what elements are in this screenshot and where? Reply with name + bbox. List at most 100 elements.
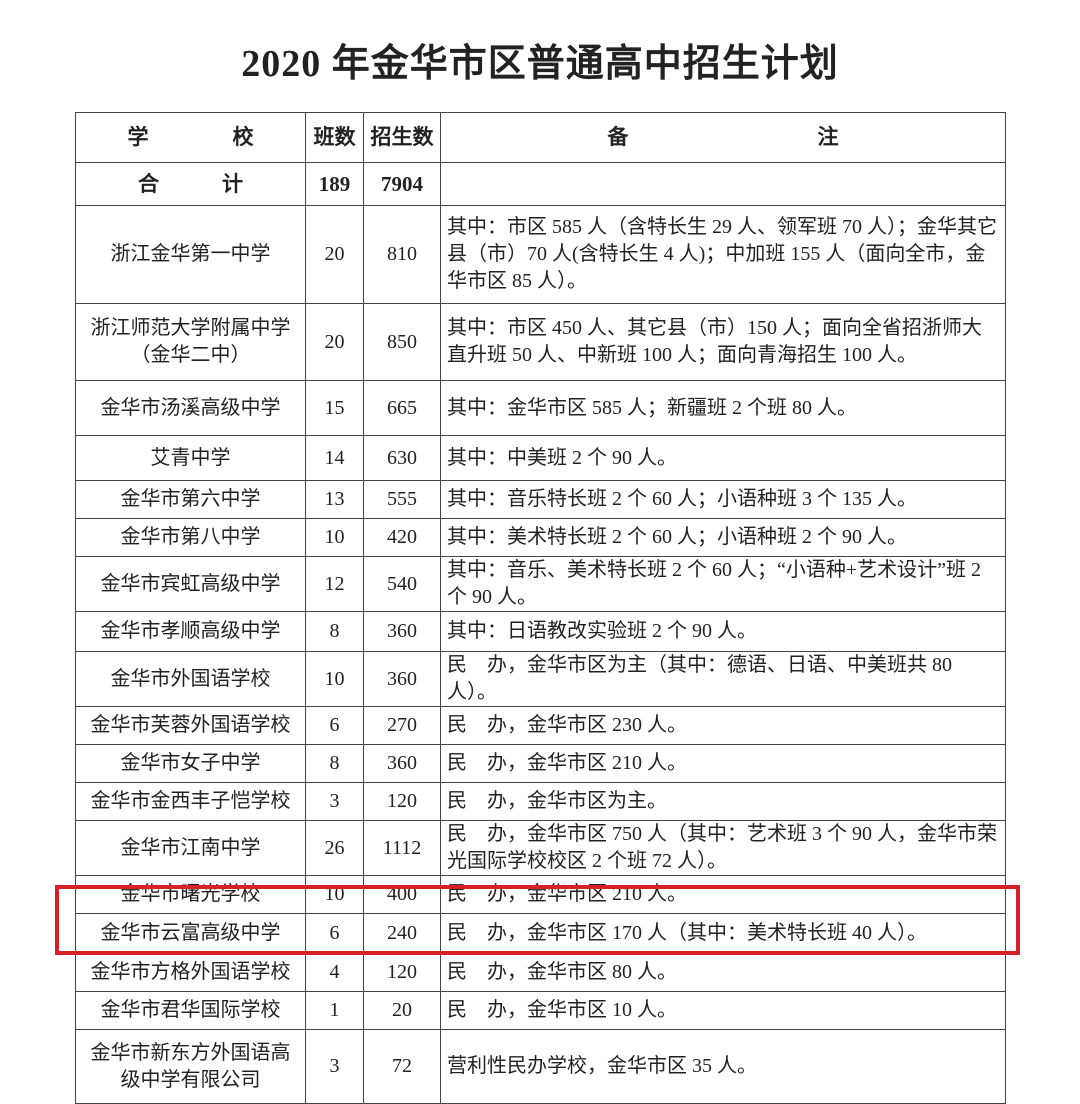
cell-school: 金华市云富高级中学 (75, 913, 306, 954)
table-row: 金华市金西丰子恺学校 3 120 民 办，金华市区为主。 (75, 782, 1006, 821)
table-row: 金华市外国语学校 10 360 民 办，金华市区为主（其中：德语、日语、中美班共 80… (75, 651, 1006, 707)
cell-notes: 民 办，金华市区为主。 (440, 782, 1006, 821)
cell-school: 艾青中学 (75, 435, 306, 481)
cell-notes: 其中：音乐特长班 2 个 60 人；小语种班 3 个 135 人。 (440, 480, 1006, 519)
cell-classes: 14 (305, 435, 364, 481)
page-title: 2020 年金华市区普通高中招生计划 (241, 43, 839, 85)
cell-enrollment: 360 (363, 611, 441, 652)
cell-notes: 其中：美术特长班 2 个 60 人；小语种班 2 个 90 人。 (440, 518, 1006, 557)
cell-school: 金华市芙蓉外国语学校 (75, 706, 306, 745)
table-row: 金华市云富高级中学 6 240 民 办，金华市区 170 人（其中：美术特长班 40 … (75, 913, 1006, 954)
cell-classes: 10 (305, 875, 364, 914)
table-row: 金华市新东方外国语高级中学有限公司 3 72 营利性民办学校，金华市区 35 人。 (75, 1029, 1006, 1104)
cell-classes: 6 (305, 706, 364, 745)
table-row: 浙江师范大学附属中学（金华二中） 20 850 其中：市区 450 人、其它县（市）1… (75, 303, 1006, 381)
cell-school: 金华市宾虹高级中学 (75, 556, 306, 612)
cell-enrollment: 540 (363, 556, 441, 612)
cell-classes: 12 (305, 556, 364, 612)
table-row: 金华市宾虹高级中学 12 540 其中：音乐、美术特长班 2 个 60 人；“小语种+… (75, 556, 1006, 612)
cell-enrollment: 420 (363, 518, 441, 557)
table-row: 金华市第八中学 10 420 其中：美术特长班 2 个 60 人；小语种班 2 个 9… (75, 518, 1006, 557)
cell-notes: 民 办，金华市区 210 人。 (440, 744, 1006, 783)
cell-school: 金华市方格外国语学校 (75, 953, 306, 992)
cell-classes: 8 (305, 611, 364, 652)
cell-classes: 6 (305, 913, 364, 954)
cell-notes: 民 办，金华市区 210 人。 (440, 875, 1006, 914)
table-row: 金华市第六中学 13 555 其中：音乐特长班 2 个 60 人；小语种班 3 个 1… (75, 480, 1006, 519)
table-row: 金华市汤溪高级中学 15 665 其中：金华市区 585 人；新疆班 2 个班 80 … (75, 380, 1006, 436)
cell-enrollment: 270 (363, 706, 441, 745)
cell-classes: 8 (305, 744, 364, 783)
table-row: 金华市江南中学 26 1112 民 办，金华市区 750 人（其中：艺术班 3 个 9… (75, 820, 1006, 876)
cell-enrollment: 400 (363, 875, 441, 914)
cell-enrollment: 630 (363, 435, 441, 481)
cell-enrollment: 120 (363, 782, 441, 821)
cell-enrollment: 1112 (363, 820, 441, 876)
cell-school: 金华市江南中学 (75, 820, 306, 876)
enrollment-table: 学 校 班数 招生数 备 注 合 计 189 7904 浙江金华第一中学 20 81… (75, 112, 1006, 1104)
table-row: 金华市女子中学 8 360 民 办，金华市区 210 人。 (75, 744, 1006, 783)
cell-school: 金华市第八中学 (75, 518, 306, 557)
cell-notes: 民 办，金华市区 170 人（其中：美术特长班 40 人）。 (440, 913, 1006, 954)
table-row: 浙江金华第一中学 20 810 其中：市区 585 人（含特长生 29 人、领军班 7… (75, 205, 1006, 304)
table-header-row: 学 校 班数 招生数 备 注 (75, 112, 1006, 163)
cell-notes: 其中：金华市区 585 人；新疆班 2 个班 80 人。 (440, 380, 1006, 436)
cell-classes: 4 (305, 953, 364, 992)
total-label: 合 计 (75, 162, 306, 206)
cell-notes: 民 办，金华市区 750 人（其中：艺术班 3 个 90 人，金华市荣光国际学校… (440, 820, 1006, 876)
cell-notes: 其中：市区 450 人、其它县（市）150 人；面向全省招浙师大直升班 50 人… (440, 303, 1006, 381)
cell-enrollment: 555 (363, 480, 441, 519)
cell-classes: 20 (305, 303, 364, 381)
cell-notes: 其中：市区 585 人（含特长生 29 人、领军班 70 人）；金华其它县（市）… (440, 205, 1006, 304)
cell-school: 浙江金华第一中学 (75, 205, 306, 304)
cell-notes: 民 办，金华市区 80 人。 (440, 953, 1006, 992)
cell-classes: 3 (305, 782, 364, 821)
cell-classes: 15 (305, 380, 364, 436)
table-row: 金华市曙光学校 10 400 民 办，金华市区 210 人。 (75, 875, 1006, 914)
cell-enrollment: 360 (363, 744, 441, 783)
cell-school: 浙江师范大学附属中学（金华二中） (75, 303, 306, 381)
cell-enrollment: 810 (363, 205, 441, 304)
cell-classes: 20 (305, 205, 364, 304)
cell-enrollment: 850 (363, 303, 441, 381)
cell-notes: 其中：音乐、美术特长班 2 个 60 人；“小语种+艺术设计”班 2 个 90 … (440, 556, 1006, 612)
cell-enrollment: 240 (363, 913, 441, 954)
cell-enrollment: 72 (363, 1029, 441, 1104)
table-row: 金华市方格外国语学校 4 120 民 办，金华市区 80 人。 (75, 953, 1006, 992)
cell-notes: 民 办，金华市区为主（其中：德语、日语、中美班共 80 人）。 (440, 651, 1006, 707)
cell-classes: 13 (305, 480, 364, 519)
table-row: 金华市孝顺高级中学 8 360 其中：日语教改实验班 2 个 90 人。 (75, 611, 1006, 652)
cell-classes: 10 (305, 518, 364, 557)
cell-classes: 1 (305, 991, 364, 1030)
total-enrollment: 7904 (363, 162, 441, 206)
cell-school: 金华市女子中学 (75, 744, 306, 783)
total-classes: 189 (305, 162, 364, 206)
header-school: 学 校 (75, 112, 306, 163)
cell-notes: 民 办，金华市区 230 人。 (440, 706, 1006, 745)
cell-notes: 民 办，金华市区 10 人。 (440, 991, 1006, 1030)
cell-school: 金华市外国语学校 (75, 651, 306, 707)
cell-notes: 营利性民办学校，金华市区 35 人。 (440, 1029, 1006, 1104)
cell-enrollment: 20 (363, 991, 441, 1030)
header-notes: 备 注 (440, 112, 1006, 163)
total-row: 合 计 189 7904 (75, 162, 1006, 206)
cell-classes: 26 (305, 820, 364, 876)
cell-school: 金华市新东方外国语高级中学有限公司 (75, 1029, 306, 1104)
cell-school: 金华市汤溪高级中学 (75, 380, 306, 436)
cell-enrollment: 360 (363, 651, 441, 707)
table-row: 金华市君华国际学校 1 20 民 办，金华市区 10 人。 (75, 991, 1006, 1030)
total-notes (440, 162, 1006, 206)
cell-notes: 其中：中美班 2 个 90 人。 (440, 435, 1006, 481)
table-row: 艾青中学 14 630 其中：中美班 2 个 90 人。 (75, 435, 1006, 481)
cell-school: 金华市君华国际学校 (75, 991, 306, 1030)
cell-classes: 3 (305, 1029, 364, 1104)
cell-school: 金华市曙光学校 (75, 875, 306, 914)
header-enrollment: 招生数 (363, 112, 441, 163)
cell-school: 金华市第六中学 (75, 480, 306, 519)
cell-school: 金华市孝顺高级中学 (75, 611, 306, 652)
table-row: 金华市芙蓉外国语学校 6 270 民 办，金华市区 230 人。 (75, 706, 1006, 745)
header-classes: 班数 (305, 112, 364, 163)
cell-enrollment: 120 (363, 953, 441, 992)
cell-notes: 其中：日语教改实验班 2 个 90 人。 (440, 611, 1006, 652)
cell-enrollment: 665 (363, 380, 441, 436)
